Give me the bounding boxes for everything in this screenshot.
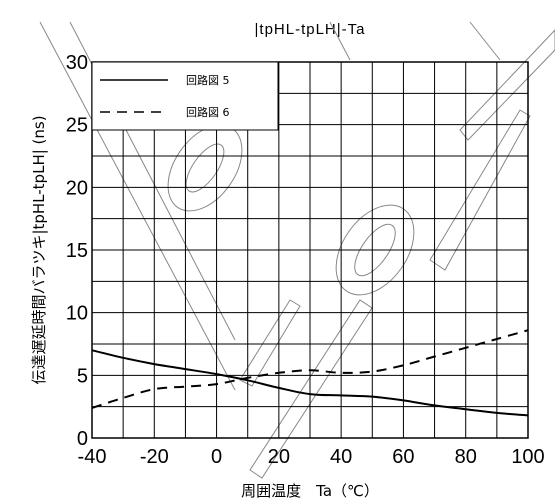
x-tick-label: 40 [330, 446, 352, 468]
legend: 回路図 5 回路図 6 [91, 61, 279, 131]
y-tick-label: 15 [66, 240, 88, 262]
x-axis-label: 周囲温度 Ta（℃） [241, 482, 379, 500]
x-tick-label: 60 [392, 446, 414, 468]
y-tick-labels: 0 5 10 15 20 25 30 [66, 52, 88, 450]
y-tick-label: 0 [77, 428, 88, 450]
series-line-circuit-5 [91, 349, 529, 417]
x-tick-labels: -40 -20 0 20 40 60 80 100 [78, 446, 545, 468]
grid [92, 62, 528, 438]
x-tick-label: 100 [511, 446, 544, 468]
y-tick-label: 10 [66, 303, 88, 325]
series-layer [91, 329, 529, 417]
y-tick-label: 5 [77, 365, 88, 387]
y-tick-label: 20 [66, 177, 88, 199]
x-tick-label: 20 [268, 446, 290, 468]
y-axis-label: 伝達遅延時間バラツキ|tpHL-tpLH| (ns) [30, 115, 48, 384]
x-tick-label: -20 [140, 446, 169, 468]
chart-title: |tpHL-tpLH|-Ta [255, 21, 366, 38]
legend-label-circuit-5: 回路図 5 [186, 74, 230, 87]
series-line-circuit-6 [91, 329, 529, 409]
y-tick-label: 25 [66, 115, 88, 137]
legend-box [91, 61, 279, 131]
legend-label-circuit-6: 回路図 6 [186, 106, 230, 119]
y-tick-label: 30 [66, 52, 88, 74]
x-tick-label: 0 [211, 446, 222, 468]
x-tick-label: 80 [455, 446, 477, 468]
plot-frame [91, 61, 529, 439]
x-tick-label: -40 [78, 446, 107, 468]
